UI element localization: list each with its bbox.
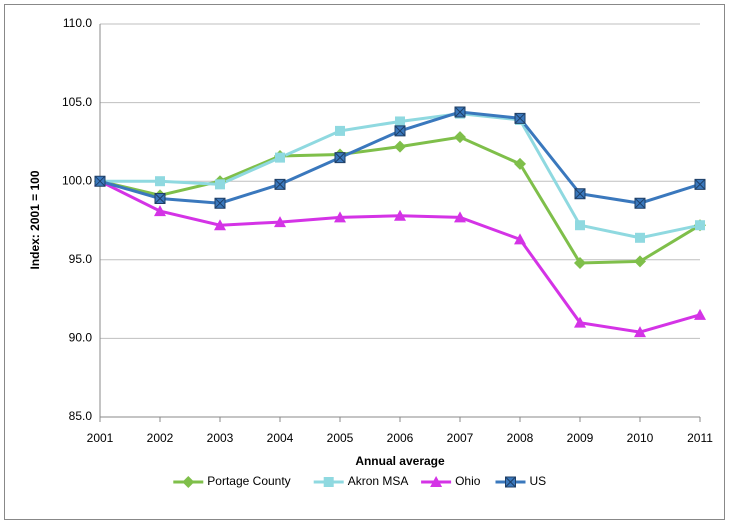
x-tick-label: 2001 bbox=[87, 431, 114, 445]
point bbox=[694, 178, 706, 190]
legend-marker bbox=[182, 476, 195, 488]
point bbox=[214, 219, 226, 231]
point bbox=[574, 188, 586, 200]
legend-marker bbox=[505, 476, 516, 488]
point bbox=[334, 211, 346, 223]
legend-marker bbox=[430, 476, 443, 487]
point bbox=[154, 205, 166, 217]
point bbox=[395, 116, 405, 127]
x-tick-label: 2007 bbox=[447, 431, 474, 445]
point bbox=[454, 106, 466, 118]
x-tick-label: 2005 bbox=[327, 431, 354, 445]
point bbox=[514, 233, 526, 245]
point bbox=[154, 192, 166, 204]
point bbox=[215, 179, 225, 190]
point bbox=[274, 178, 286, 190]
point bbox=[275, 152, 285, 163]
point bbox=[335, 125, 345, 136]
point bbox=[394, 125, 406, 137]
point bbox=[574, 256, 586, 269]
point bbox=[514, 112, 526, 124]
point bbox=[574, 316, 586, 328]
x-tick-label: 2011 bbox=[687, 431, 713, 445]
point bbox=[634, 255, 646, 268]
point bbox=[514, 157, 526, 170]
legend-label: Akron MSA bbox=[348, 474, 409, 488]
point bbox=[575, 220, 585, 231]
legend-label: Ohio bbox=[455, 474, 481, 488]
x-tick-label: 2010 bbox=[627, 431, 654, 445]
point bbox=[274, 216, 286, 228]
y-tick-label: 100.0 bbox=[62, 173, 92, 187]
point bbox=[634, 197, 646, 209]
y-tick-label: 95.0 bbox=[69, 252, 93, 266]
y-tick-label: 105.0 bbox=[62, 95, 92, 109]
point bbox=[394, 209, 406, 221]
y-tick-label: 90.0 bbox=[69, 331, 93, 345]
point bbox=[635, 232, 645, 243]
x-tick-label: 2009 bbox=[567, 431, 594, 445]
point bbox=[454, 131, 466, 144]
point bbox=[94, 175, 106, 187]
legend-label: Portage County bbox=[207, 474, 290, 488]
x-tick-label: 2006 bbox=[387, 431, 414, 445]
point bbox=[155, 176, 165, 187]
y-axis-label: Index: 2001 = 100 bbox=[28, 170, 42, 269]
point bbox=[694, 308, 706, 320]
point bbox=[454, 211, 466, 223]
point bbox=[394, 140, 406, 153]
y-tick-label: 85.0 bbox=[69, 409, 93, 423]
point bbox=[634, 326, 646, 338]
point bbox=[695, 220, 705, 231]
x-tick-label: 2003 bbox=[207, 431, 234, 445]
y-tick-label: 110.0 bbox=[63, 16, 92, 30]
x-tick-label: 2004 bbox=[267, 431, 294, 445]
legend-label: US bbox=[530, 474, 547, 488]
x-tick-label: 2008 bbox=[507, 431, 534, 445]
x-tick-label: 2002 bbox=[147, 431, 174, 445]
point bbox=[334, 152, 346, 164]
legend-marker bbox=[323, 477, 334, 487]
point bbox=[214, 197, 226, 209]
x-axis-label: Annual average bbox=[355, 454, 445, 468]
